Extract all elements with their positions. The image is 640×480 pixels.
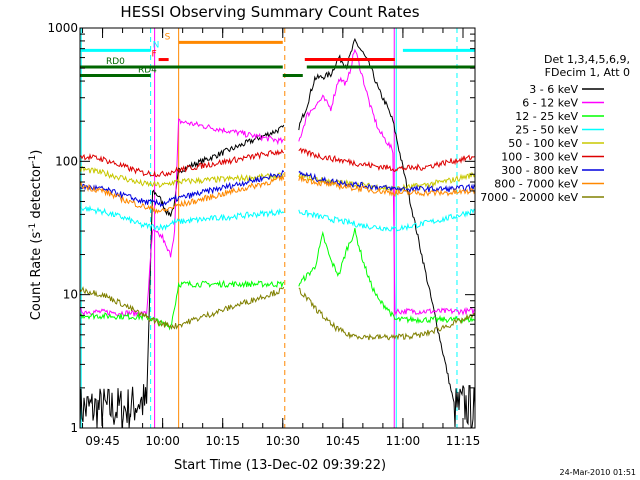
series-800-7000-kev-segment-1 bbox=[79, 175, 285, 215]
series-25-50-kev-segment-1 bbox=[79, 204, 285, 231]
y-axis-label-sup2: -1 bbox=[28, 155, 38, 164]
series-lines bbox=[79, 37, 476, 429]
observing-flags: NFS RD0 RD4 bbox=[80, 32, 475, 78]
legend-label-300-800-kev: 300 - 800 keV bbox=[501, 164, 578, 177]
chart-title: HESSI Observing Summary Count Rates bbox=[120, 3, 419, 21]
footer-date: 24-Mar-2010 01:51 bbox=[560, 468, 637, 477]
flag-label-s: S bbox=[165, 32, 171, 42]
series-800-7000-kev-segment-2 bbox=[298, 175, 476, 197]
plot-frame bbox=[79, 27, 476, 429]
series-3-6-kev-segment-1 bbox=[79, 124, 285, 429]
legend-label-3-6-kev: 3 - 6 keV bbox=[529, 83, 578, 96]
legend-header-1: Det 1,3,4,5,6,9, bbox=[544, 53, 630, 66]
series-300-800-kev-segment-1 bbox=[79, 169, 285, 208]
series-100-300-kev-segment-1 bbox=[79, 148, 285, 178]
series-12-25-kev-segment-1 bbox=[79, 279, 285, 331]
legend: Det 1,3,4,5,6,9,FDecim 1, Att 0 3 - 6 keV… bbox=[480, 53, 630, 204]
legend-label-800-7000-kev: 800 - 7000 keV bbox=[494, 178, 578, 191]
series-6-12-kev-segment-2 bbox=[298, 48, 476, 316]
x-tick-label-10-30: 10:30 bbox=[265, 434, 300, 448]
flag-label-n: N bbox=[153, 40, 160, 50]
y-axis-label-sup1: -1 bbox=[28, 223, 38, 232]
x-tick-label-10-45: 10:45 bbox=[326, 434, 361, 448]
series-7000-20000-kev-segment-1 bbox=[79, 286, 285, 330]
y-tick-label-10: 10 bbox=[63, 288, 78, 302]
series-50-100-kev-segment-1 bbox=[79, 165, 285, 188]
legend-label-12-25-kev: 12 - 25 keV bbox=[515, 110, 578, 123]
y-axis-label-mid: detector bbox=[29, 163, 44, 223]
flag-label-f: F bbox=[151, 50, 156, 60]
series-100-300-kev-segment-2 bbox=[298, 147, 476, 173]
flag-label-rd0: RD0 bbox=[106, 57, 125, 67]
x-tick-label-09-45: 09:45 bbox=[85, 434, 120, 448]
y-axis-label-main: Count Rate (s bbox=[29, 232, 44, 321]
flag-label-rd4: RD4 bbox=[138, 66, 157, 76]
legend-header-2: FDecim 1, Att 0 bbox=[545, 66, 630, 79]
series-7000-20000-kev-segment-2 bbox=[298, 287, 476, 341]
y-tick-label-1: 1 bbox=[70, 421, 78, 435]
series-3-6-kev-segment-2 bbox=[298, 37, 476, 429]
series-6-12-kev-segment-1 bbox=[79, 118, 285, 318]
x-tick-label-11-15: 11:15 bbox=[446, 434, 481, 448]
y-axis-label-end: ) bbox=[29, 150, 44, 155]
y-tick-label-1000: 1000 bbox=[47, 21, 78, 35]
y-tick-label-100: 100 bbox=[55, 154, 78, 168]
series-25-50-kev-segment-2 bbox=[298, 208, 476, 232]
axes: 1 10 100 1000 09:45 10:00 10:15 10:30 10:45 11:00… bbox=[47, 21, 480, 448]
legend-label-7000-20000-kev: 7000 - 20000 keV bbox=[480, 191, 578, 204]
y-axis-label: Count Rate (s-1 detector-1) bbox=[28, 150, 44, 321]
legend-label-100-300-kev: 100 - 300 keV bbox=[501, 151, 578, 164]
x-tick-label-10-15: 10:15 bbox=[205, 434, 240, 448]
legend-label-50-100-kev: 50 - 100 keV bbox=[508, 137, 578, 150]
legend-label-6-12-kev: 6 - 12 keV bbox=[522, 97, 578, 110]
x-tick-label-11-00: 11:00 bbox=[386, 434, 421, 448]
vertical-markers bbox=[80, 28, 458, 428]
x-axis-label: Start Time (13-Dec-02 09:39:22) bbox=[174, 458, 386, 473]
legend-label-25-50-kev: 25 - 50 keV bbox=[515, 124, 578, 137]
x-tick-label-10-00: 10:00 bbox=[145, 434, 180, 448]
series-12-25-kev-segment-2 bbox=[298, 228, 476, 324]
